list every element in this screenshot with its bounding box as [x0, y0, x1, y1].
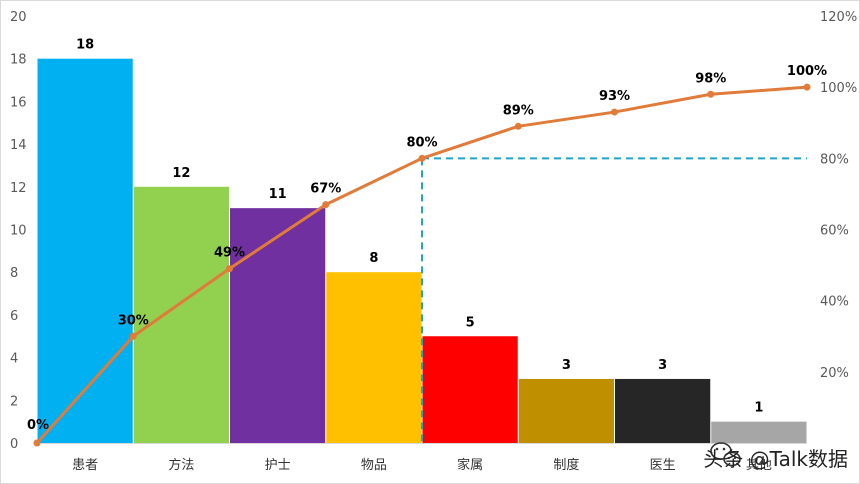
y-left-tick-label: 14: [10, 138, 27, 153]
category-label: 方法: [168, 457, 194, 473]
bar-value-label: 12: [172, 166, 190, 181]
bar: [422, 336, 518, 443]
bar: [230, 208, 326, 443]
y-right-tick-label: 80%: [820, 152, 849, 167]
cumulative-pct-label: 98%: [695, 71, 726, 86]
y-right-tick-label: 120%: [820, 10, 857, 25]
y-right-tick-label: 100%: [820, 81, 857, 96]
y-left-tick-label: 8: [10, 266, 18, 281]
bar-value-label: 5: [466, 315, 475, 330]
cumulative-point: [322, 201, 330, 209]
y-left-tick-label: 12: [10, 181, 27, 196]
bar-value-label: 8: [369, 251, 378, 266]
bar-value-label: 18: [76, 38, 94, 53]
cumulative-pct-label: 89%: [503, 103, 534, 118]
bar: [518, 378, 614, 443]
cumulative-pct-label: 100%: [787, 64, 827, 79]
cumulative-pct-label: 0%: [27, 418, 49, 433]
wechat-icon: [710, 442, 741, 467]
y-left-tick-label: 16: [10, 95, 27, 110]
cumulative-point: [611, 108, 618, 116]
bar-value-label: 11: [269, 187, 287, 202]
y-left-tick-label: 6: [10, 309, 18, 324]
cumulative-pct-label: 67%: [310, 182, 341, 197]
category-label: 制度: [553, 457, 579, 473]
bar: [711, 421, 807, 443]
category-label: 物品: [361, 458, 387, 473]
cumulative-pct-label: 80%: [406, 135, 437, 150]
cumulative-pct-label: 30%: [118, 313, 149, 328]
bar: [326, 272, 422, 443]
bar: [133, 186, 229, 444]
y-right-tick-label: 20%: [820, 366, 849, 381]
category-label: 其他: [746, 458, 772, 473]
cumulative-point: [226, 265, 233, 273]
y-left-tick-label: 18: [10, 53, 27, 68]
cumulative-point: [418, 154, 426, 162]
bar-value-label: 1: [754, 401, 763, 416]
bar-value-label: 3: [658, 358, 667, 373]
category-label: 护士: [265, 458, 291, 473]
cumulative-pct-label: 49%: [214, 246, 245, 261]
y-right-tick-label: 40%: [820, 295, 849, 310]
watermark-text: 头条 @Talk数据: [703, 447, 848, 471]
category-label: 家属: [457, 457, 483, 473]
cumulative-point: [707, 90, 715, 98]
bar: [615, 378, 711, 443]
category-label: 患者: [72, 458, 98, 473]
y-right-tick-label: 60%: [820, 224, 849, 239]
bar: [37, 58, 133, 443]
bar-value-label: 3: [562, 358, 571, 373]
y-left-tick-label: 4: [10, 352, 18, 367]
y-left-tick-label: 20: [10, 10, 27, 25]
cumulative-point: [129, 332, 137, 340]
watermark: 头条 @Talk数据: [703, 442, 848, 471]
category-label: 医生: [650, 458, 676, 473]
y-left-tick-label: 10: [10, 224, 27, 239]
y-left-tick-label: 2: [10, 394, 18, 409]
cumulative-point: [33, 439, 41, 447]
cumulative-point: [514, 122, 522, 130]
cumulative-point: [803, 83, 811, 91]
cumulative-pct-label: 93%: [599, 89, 630, 104]
y-left-tick-label: 0: [10, 437, 18, 452]
